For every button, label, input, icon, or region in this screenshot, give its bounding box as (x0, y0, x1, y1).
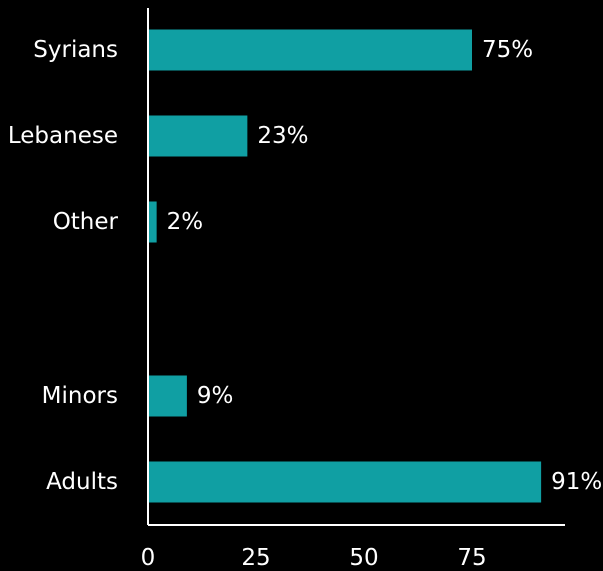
value-label-other: 2% (167, 209, 204, 235)
bar-syrians (148, 29, 472, 71)
axes-group: 0 25 50 75 (141, 8, 565, 571)
value-label-minors: 9% (197, 383, 234, 409)
x-tick-label-75: 75 (457, 545, 486, 571)
bar-other (148, 201, 157, 243)
category-label-syrians: Syrians (33, 37, 118, 63)
bars-group: Syrians 75% Lebanese 23% Other 2% Minors 9% Adul… (8, 29, 602, 503)
category-label-adults: Adults (46, 469, 118, 495)
category-label-lebanese: Lebanese (8, 123, 118, 149)
bar-lebanese (148, 115, 248, 157)
category-label-minors: Minors (42, 383, 118, 409)
value-label-syrians: 75% (482, 37, 533, 63)
x-tick-label-0: 0 (141, 545, 156, 571)
x-tick-label-50: 50 (349, 545, 378, 571)
bar-minors (148, 375, 187, 417)
value-label-adults: 91% (551, 469, 602, 495)
x-tick-label-25: 25 (241, 545, 270, 571)
value-label-lebanese: 23% (257, 123, 308, 149)
category-label-other: Other (53, 209, 119, 235)
bar-adults (148, 461, 542, 503)
